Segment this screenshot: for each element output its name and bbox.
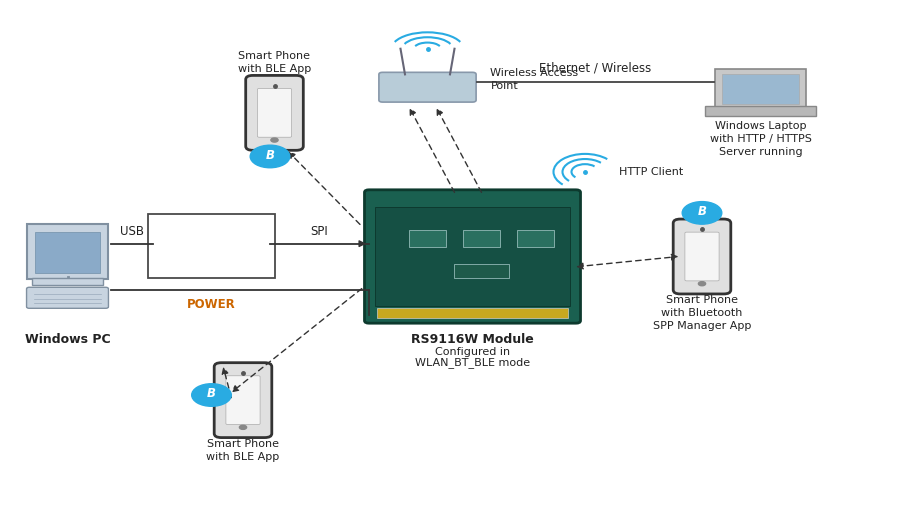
FancyBboxPatch shape [364,190,580,323]
FancyBboxPatch shape [517,230,554,247]
Text: Configured in: Configured in [435,347,510,357]
FancyBboxPatch shape [34,232,101,273]
FancyBboxPatch shape [463,230,500,247]
Circle shape [271,138,278,142]
Text: WLAN_BT_BLE mode: WLAN_BT_BLE mode [415,358,530,368]
Text: Smart Phone
with BLE App: Smart Phone with BLE App [206,439,280,462]
FancyBboxPatch shape [715,69,806,109]
FancyBboxPatch shape [379,72,476,102]
FancyBboxPatch shape [705,106,816,116]
FancyBboxPatch shape [454,264,509,278]
Text: Windows Laptop
with HTTP / HTTPS
Server running: Windows Laptop with HTTP / HTTPS Server … [709,121,812,157]
FancyBboxPatch shape [214,363,272,438]
Text: RS9116W Module: RS9116W Module [411,333,534,346]
FancyBboxPatch shape [722,74,799,104]
Text: POWER: POWER [187,298,236,310]
Text: SPI: SPI [310,225,328,238]
Text: Windows PC: Windows PC [24,333,111,346]
FancyBboxPatch shape [257,89,292,137]
FancyBboxPatch shape [673,219,731,294]
FancyBboxPatch shape [32,278,103,285]
FancyBboxPatch shape [246,75,303,150]
Circle shape [698,282,706,286]
FancyBboxPatch shape [226,376,260,425]
Text: B: B [207,387,216,401]
Text: B: B [266,149,274,162]
FancyBboxPatch shape [685,232,719,281]
FancyBboxPatch shape [148,214,274,278]
Text: Smart Phone
with Bluetooth
SPP Manager App: Smart Phone with Bluetooth SPP Manager A… [652,295,752,331]
FancyBboxPatch shape [375,207,570,306]
Circle shape [250,145,290,168]
Text: USB: USB [120,225,144,238]
Circle shape [192,384,231,406]
FancyBboxPatch shape [27,224,109,279]
Text: Host Interface
(STM32 / EFR32): Host Interface (STM32 / EFR32) [153,231,270,261]
Circle shape [682,202,722,224]
FancyBboxPatch shape [409,230,446,247]
Text: B: B [698,205,706,219]
FancyBboxPatch shape [27,287,109,308]
Text: Smart Phone
with BLE App: Smart Phone with BLE App [238,51,311,74]
Text: Wireless Access
Point: Wireless Access Point [491,68,579,91]
Text: HTTP Client: HTTP Client [619,167,683,177]
FancyBboxPatch shape [377,308,568,318]
Circle shape [239,425,247,429]
Text: Ethernet / Wireless: Ethernet / Wireless [539,62,652,74]
